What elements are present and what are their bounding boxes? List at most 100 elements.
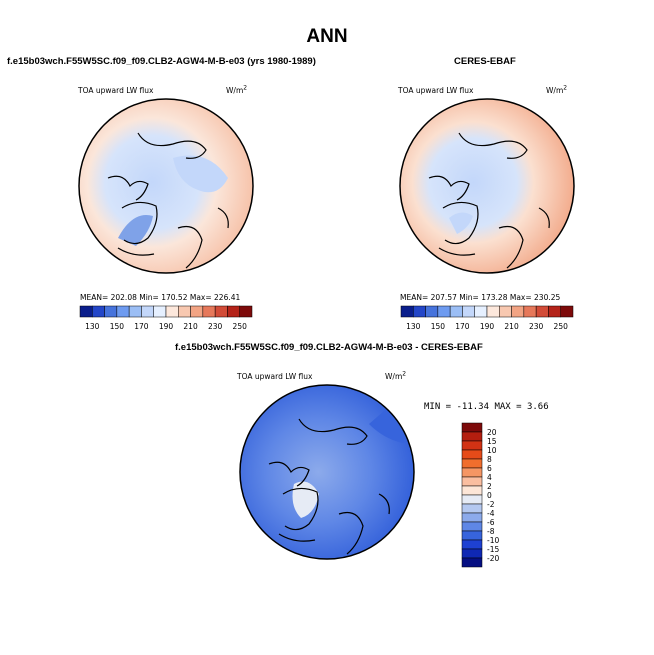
colorbar-swatch (116, 305, 130, 318)
panel-a-arctic-low (173, 155, 228, 193)
colorbar-swatch (461, 521, 483, 532)
panel-a-greenland-low (118, 214, 153, 246)
panel-a-stats: MEAN= 202.08 Min= 170.52 Max= 226.41 (80, 293, 241, 302)
colorbar-swatch (461, 557, 483, 568)
panel-a-map-border (78, 98, 254, 274)
colorbar-swatch (461, 431, 483, 442)
panel-diff-polar-map (239, 384, 415, 560)
colorbar-tick-label: 150 (431, 322, 446, 331)
colorbar-tick-label: 4 (487, 473, 492, 482)
colorbar-swatch (461, 539, 483, 550)
colorbar-swatch (461, 467, 483, 478)
panel-a-colorbar: 130150170190210230250270 (79, 305, 253, 331)
colorbar-swatch (449, 305, 463, 318)
units-text: W/m2 (385, 370, 407, 381)
units-text: W/m2 (226, 84, 248, 95)
colorbar-tick-label: 170 (134, 322, 149, 331)
colorbar-swatch (560, 305, 574, 318)
colorbar-tick-label: 6 (487, 464, 492, 473)
colorbar-swatch (413, 305, 426, 318)
panel-a-polar-map (78, 98, 254, 274)
colorbar-swatch (461, 449, 483, 460)
colorbar-tick-label: 250 (233, 322, 248, 331)
colorbar-tick-label: -15 (487, 545, 499, 554)
colorbar-tick-label: 8 (487, 455, 492, 464)
colorbar-tick-label: 130 (85, 322, 100, 331)
page-title: ANN (306, 26, 348, 47)
panel-b-polar-map (399, 98, 575, 274)
panel-b-colorbar-ticks: 130150170190210230250270 (406, 322, 569, 331)
colorbar-swatch (214, 305, 228, 318)
colorbar-swatch (486, 305, 500, 318)
colorbar-swatch (165, 305, 179, 318)
colorbar-swatch (461, 548, 483, 559)
panel-b-colorbar: 130150170190210230250270 (400, 305, 574, 331)
colorbar-tick-label: 210 (183, 322, 198, 331)
colorbar-swatch (461, 530, 483, 541)
colorbar-tick-label: 190 (480, 322, 495, 331)
colorbar-swatch (227, 305, 240, 318)
panel-a-units: W/m2 (226, 84, 247, 95)
colorbar-tick-label: 130 (406, 322, 421, 331)
colorbar-swatch (461, 422, 483, 433)
colorbar-swatch (461, 458, 483, 469)
colorbar-tick-label: 170 (455, 322, 470, 331)
colorbar-tick-label: 250 (554, 322, 569, 331)
units-text: W/m2 (546, 84, 568, 95)
colorbar-tick-label: -4 (487, 509, 495, 518)
colorbar-tick-label: -8 (487, 527, 495, 536)
units-superscript: 2 (243, 84, 248, 91)
colorbar-tick-label: 10 (487, 446, 497, 455)
colorbar-swatch (153, 305, 167, 318)
colorbar-swatch (141, 305, 154, 318)
panel-b-colorbar-swatches (400, 305, 574, 318)
colorbar-tick-label: 230 (208, 322, 223, 331)
colorbar-swatch (178, 305, 191, 318)
colorbar-tick-label: -20 (487, 554, 499, 563)
colorbar-tick-label: 20 (487, 428, 497, 437)
colorbar-swatch (461, 503, 483, 514)
units-superscript: 2 (402, 370, 407, 377)
colorbar-swatch (425, 305, 439, 318)
panel-a-colorbar-swatches (79, 305, 253, 318)
panel-b-field (400, 99, 574, 273)
colorbar-swatch (461, 512, 483, 523)
colorbar-swatch (461, 476, 483, 487)
colorbar-swatch (499, 305, 512, 318)
panel-diff-colorbar-swatches (461, 422, 483, 568)
colorbar-swatch (461, 485, 483, 496)
panel-diff-map-border (239, 384, 415, 560)
colorbar-swatch (190, 305, 204, 318)
panel-diff-units: W/m2 (385, 370, 406, 381)
colorbar-tick-label: 150 (110, 322, 125, 331)
colorbar-tick-label: 2 (487, 482, 492, 491)
panel-diff-coastlines (268, 418, 390, 555)
panel-a-case-label: f.e15b03wch.F55W5SC.f09_f09.CLB2-AGW4-M-… (7, 56, 316, 67)
colorbar-tick-label: 230 (529, 322, 544, 331)
colorbar-swatch (92, 305, 105, 318)
colorbar-swatch (202, 305, 216, 318)
colorbar-swatch (474, 305, 488, 318)
colorbar-tick-label: 0 (487, 491, 492, 500)
colorbar-swatch (535, 305, 549, 318)
colorbar-tick-label: 190 (159, 322, 174, 331)
units-superscript: 2 (563, 84, 568, 91)
panel-a-coastlines (107, 132, 229, 269)
panel-b-map-border (399, 98, 575, 274)
colorbar-swatch (239, 305, 253, 318)
panel-diff-stats: MIN = -11.34 MAX = 3.66 (424, 402, 549, 412)
panel-b-units: W/m2 (546, 84, 567, 95)
colorbar-swatch (104, 305, 118, 318)
colorbar-swatch (548, 305, 561, 318)
panel-b-stats: MEAN= 207.57 Min= 173.28 Max= 230.25 (400, 293, 561, 302)
colorbar-swatch (461, 494, 483, 505)
panel-a-field (79, 99, 253, 273)
colorbar-swatch (79, 305, 93, 318)
panel-b-variable-label: TOA upward LW flux (398, 86, 474, 95)
panel-diff-field (240, 385, 414, 559)
panel-b-coastlines (428, 132, 550, 269)
panel-b-greenland-low (449, 212, 473, 234)
colorbar-tick-label: 15 (487, 437, 497, 446)
